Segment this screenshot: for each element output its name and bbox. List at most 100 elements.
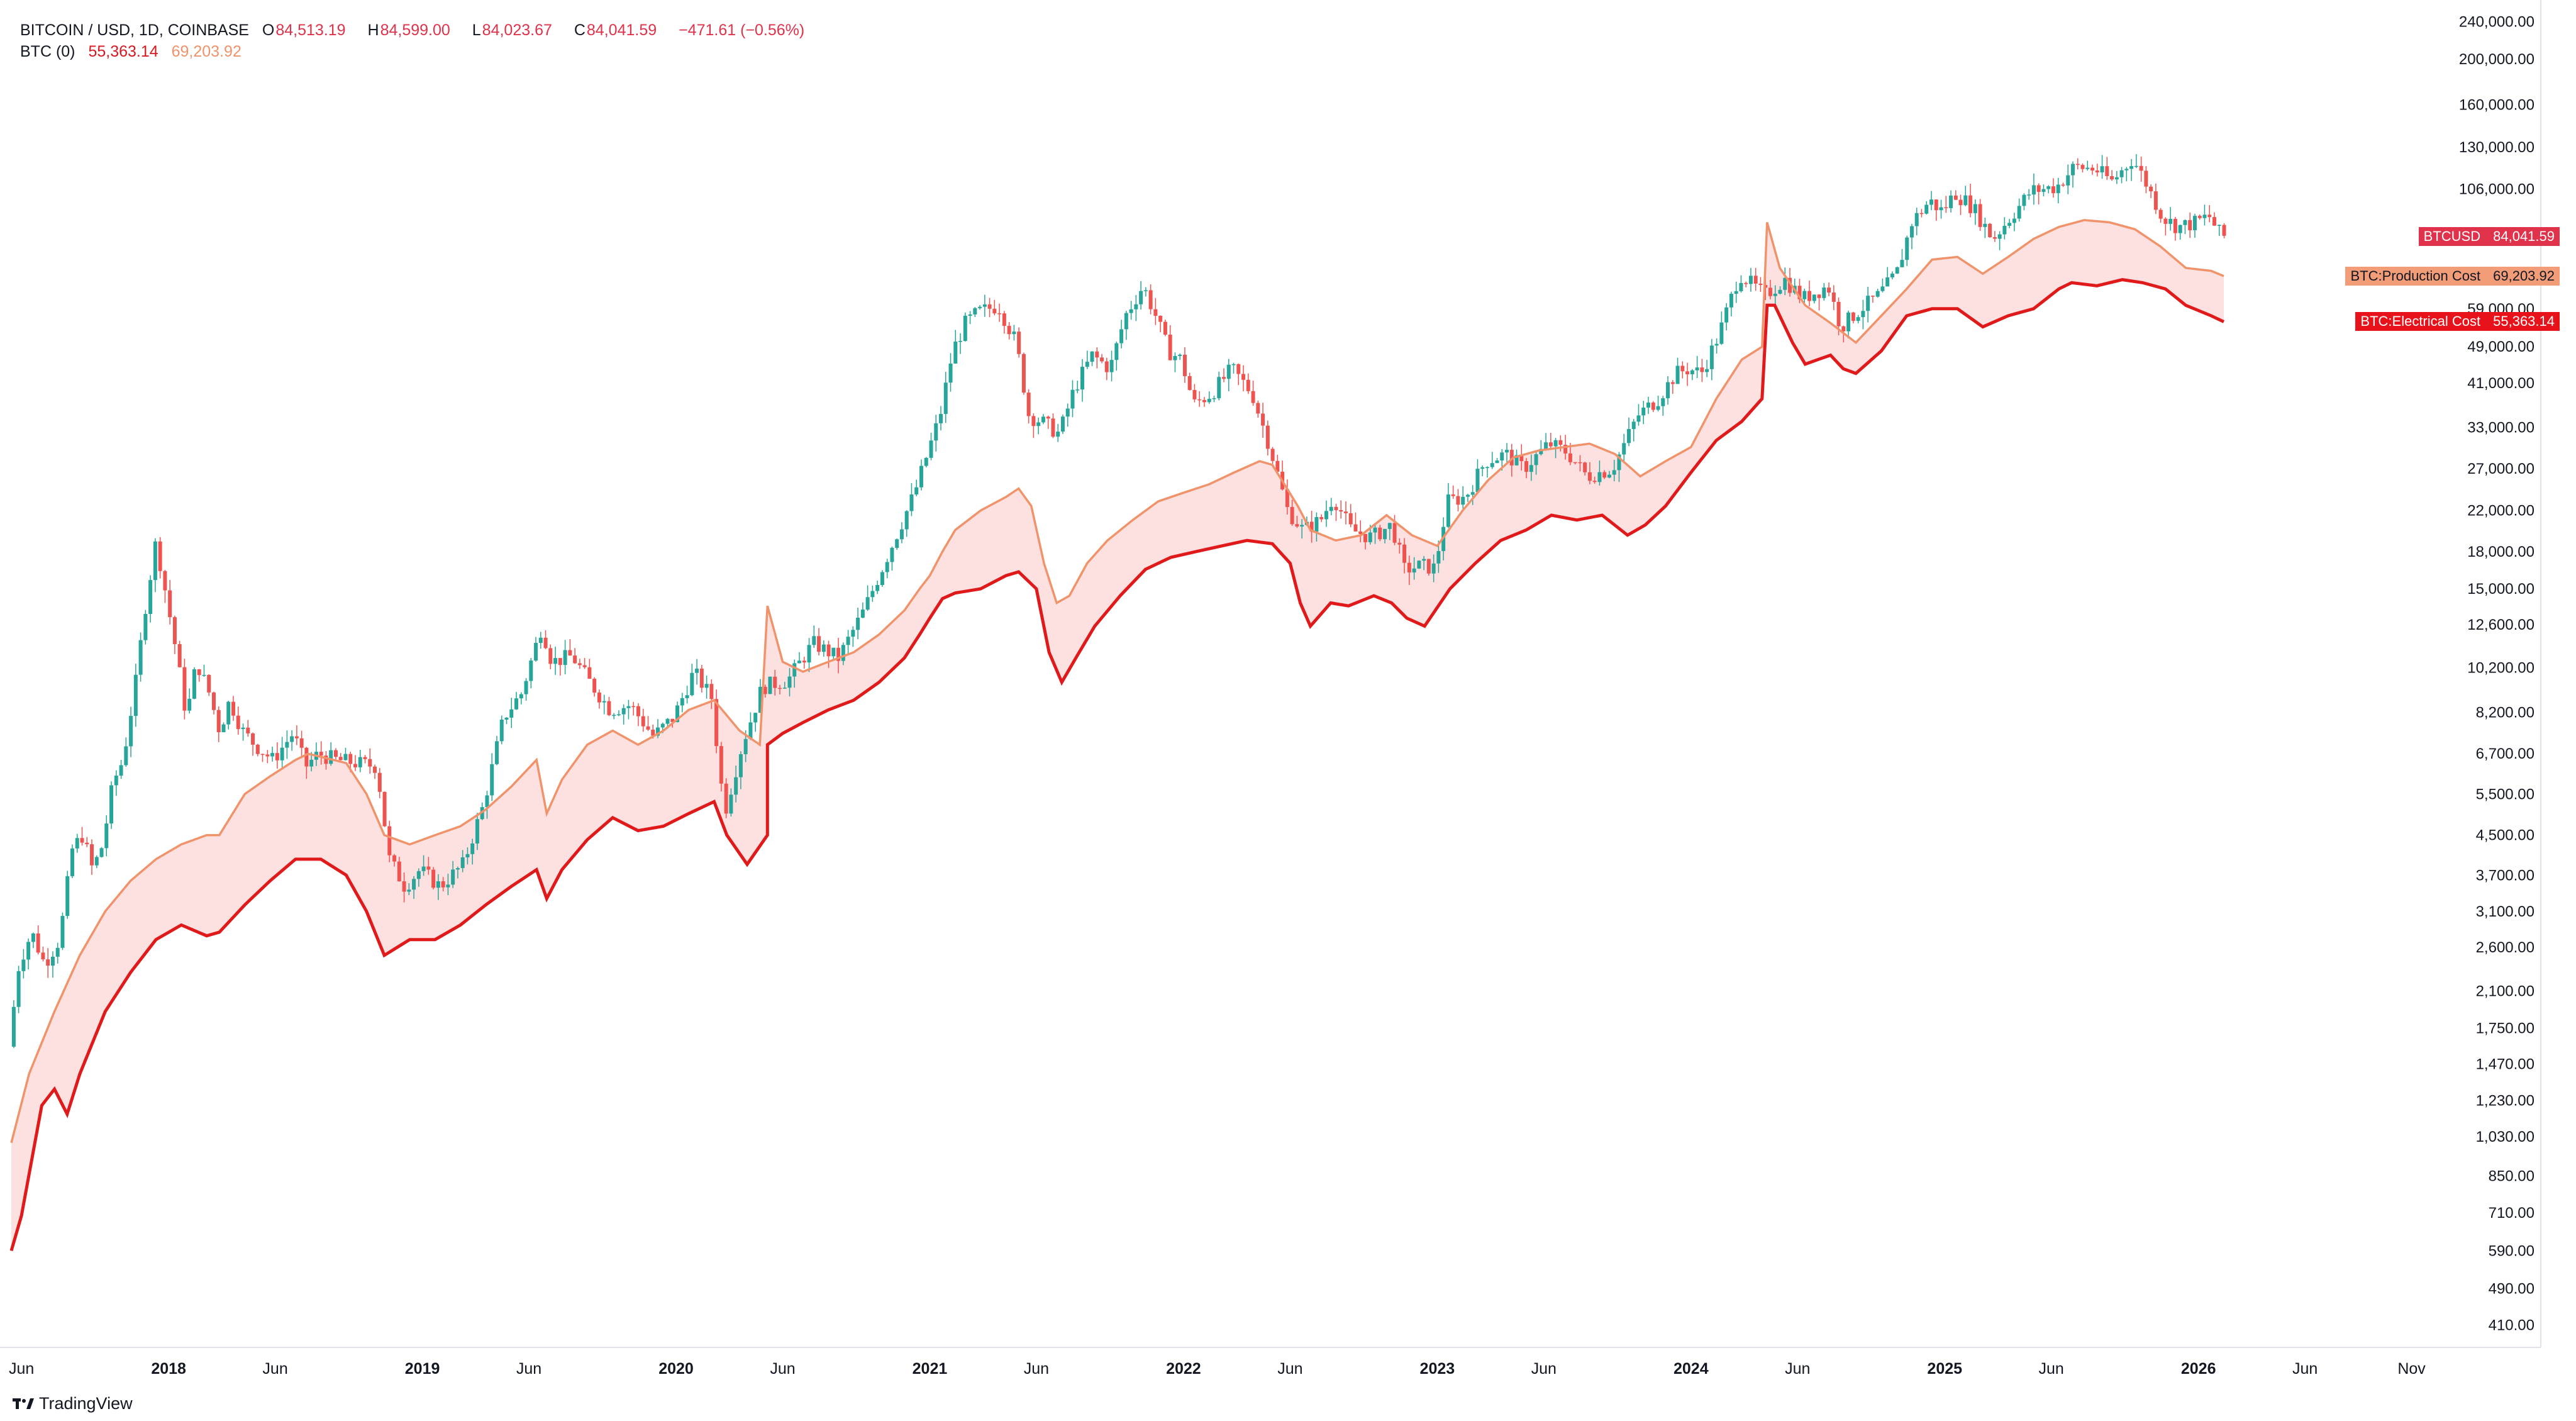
candle-down bbox=[231, 701, 236, 716]
candle-up bbox=[94, 857, 99, 866]
candle-up bbox=[524, 681, 528, 694]
candle-down bbox=[1334, 506, 1338, 510]
candle-up bbox=[1539, 449, 1543, 455]
candle-down bbox=[826, 644, 831, 657]
candle-down bbox=[543, 637, 548, 649]
candle-up bbox=[1495, 460, 1499, 464]
candle-up bbox=[1417, 560, 1421, 569]
symbol-title[interactable]: BITCOIN / USD, 1D, COINBASE bbox=[20, 21, 249, 39]
candle-up bbox=[675, 705, 680, 722]
candle-up bbox=[1436, 551, 1441, 564]
candle-up bbox=[1329, 506, 1333, 511]
candle-down bbox=[1685, 371, 1690, 374]
candle-down bbox=[607, 701, 611, 715]
candle-up bbox=[2031, 185, 2036, 195]
candle-down bbox=[1397, 542, 1402, 545]
candle-down bbox=[46, 959, 50, 966]
candle-down bbox=[1817, 294, 1821, 298]
candle-down bbox=[2075, 164, 2080, 165]
candle-up bbox=[2202, 215, 2207, 218]
candle-down bbox=[177, 644, 182, 667]
price-tick-label: 49,000.00 bbox=[2467, 338, 2534, 355]
candle-down bbox=[1021, 354, 1026, 393]
price-tick-label: 3,700.00 bbox=[2476, 867, 2534, 884]
candle-up bbox=[899, 529, 904, 540]
candle-up bbox=[148, 580, 153, 615]
candle-down bbox=[1202, 399, 1206, 403]
candle-down bbox=[1017, 332, 1021, 354]
candle-down bbox=[304, 747, 309, 767]
candle-up bbox=[1431, 563, 1436, 574]
price-candles bbox=[11, 154, 2226, 1049]
candle-down bbox=[724, 783, 728, 814]
candle-up bbox=[124, 746, 128, 766]
price-axis[interactable]: 240,000.00 200,000.00 160,000.00 130,000.00… bbox=[2459, 14, 2534, 1334]
time-tick-label: 2019 bbox=[405, 1360, 440, 1378]
candle-up bbox=[1085, 362, 1089, 367]
candle-down bbox=[1182, 354, 1187, 376]
candle-down bbox=[197, 669, 201, 676]
candle-up bbox=[616, 714, 621, 715]
candle-up bbox=[2056, 184, 2060, 194]
candle-up bbox=[343, 754, 348, 761]
candle-up bbox=[504, 717, 509, 720]
candle-down bbox=[1753, 276, 1758, 284]
time-tick-label: Jun bbox=[262, 1360, 287, 1378]
candle-down bbox=[1158, 316, 1163, 322]
candle-up bbox=[538, 637, 543, 644]
time-tick-label: Nov bbox=[2397, 1360, 2426, 1378]
candle-up bbox=[807, 645, 811, 663]
candle-down bbox=[1236, 364, 1241, 374]
candle-up bbox=[1617, 454, 1621, 471]
candle-down bbox=[1358, 531, 1363, 534]
candle-up bbox=[1607, 474, 1611, 478]
candle-down bbox=[299, 738, 304, 748]
production-cost-badge: BTC:Production Cost 69,203.92 bbox=[2345, 266, 2560, 286]
candle-down bbox=[1992, 237, 1997, 239]
candle-down bbox=[2036, 185, 2041, 192]
candle-down bbox=[1851, 312, 1855, 321]
candle-up bbox=[65, 876, 70, 917]
indicator-title[interactable]: BTC (0) bbox=[20, 43, 75, 60]
candle-up bbox=[1812, 294, 1816, 301]
candle-down bbox=[670, 718, 675, 722]
tradingview-logo[interactable]: TradingView bbox=[13, 1394, 133, 1413]
candle-up bbox=[1490, 463, 1494, 467]
candle-up bbox=[1553, 440, 1558, 447]
time-axis[interactable]: Jun 2018 Jun 2019 Jun 2020 Jun 2021 Jun 2022 Jun 20… bbox=[9, 1360, 2426, 1378]
candle-up bbox=[1675, 365, 1680, 384]
price-tick-label: 490.00 bbox=[2489, 1281, 2534, 1298]
price-tick-label: 22,000.00 bbox=[2467, 503, 2534, 520]
candle-up bbox=[1173, 355, 1177, 360]
candle-down bbox=[1148, 290, 1153, 309]
production-cost-line bbox=[10, 219, 2224, 1144]
candle-up bbox=[1875, 291, 1880, 297]
candle-down bbox=[714, 699, 719, 747]
price-tick-label: 240,000.00 bbox=[2459, 14, 2534, 31]
candle-down bbox=[597, 693, 601, 703]
electrical-badge-name: BTC:Electrical Cost bbox=[2360, 313, 2481, 330]
candle-up bbox=[1300, 525, 1304, 527]
candle-up bbox=[2168, 218, 2173, 224]
candle-down bbox=[631, 706, 636, 708]
production-badge-value: 69,203.92 bbox=[2493, 267, 2555, 284]
candle-up bbox=[1226, 364, 1231, 379]
candle-up bbox=[455, 868, 460, 870]
candle-up bbox=[792, 663, 797, 677]
candle-down bbox=[1319, 517, 1324, 520]
candle-down bbox=[558, 658, 562, 666]
candle-up bbox=[309, 759, 314, 767]
candle-down bbox=[1758, 283, 1763, 286]
candle-up bbox=[1534, 454, 1538, 465]
candle-down bbox=[265, 754, 270, 757]
high-value: 84,599.00 bbox=[380, 21, 450, 39]
time-tick-label: Jun bbox=[770, 1360, 795, 1378]
candle-up bbox=[856, 617, 860, 630]
candle-up bbox=[1090, 351, 1094, 362]
candle-down bbox=[1100, 357, 1104, 362]
candle-up bbox=[1461, 496, 1465, 505]
candle-up bbox=[1983, 223, 1987, 227]
candle-up bbox=[948, 363, 953, 383]
open-value: 84,513.19 bbox=[275, 21, 346, 39]
